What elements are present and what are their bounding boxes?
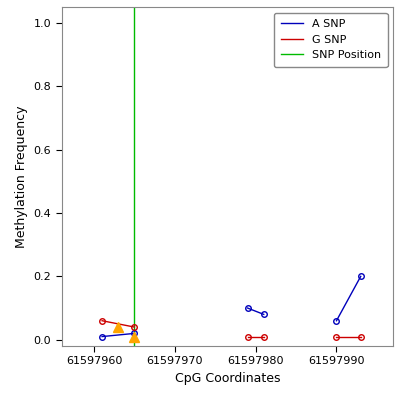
Legend: A SNP, G SNP, SNP Position: A SNP, G SNP, SNP Position [274,12,388,67]
X-axis label: CpG Coordinates: CpG Coordinates [175,372,280,385]
Y-axis label: Methylation Frequency: Methylation Frequency [15,105,28,248]
